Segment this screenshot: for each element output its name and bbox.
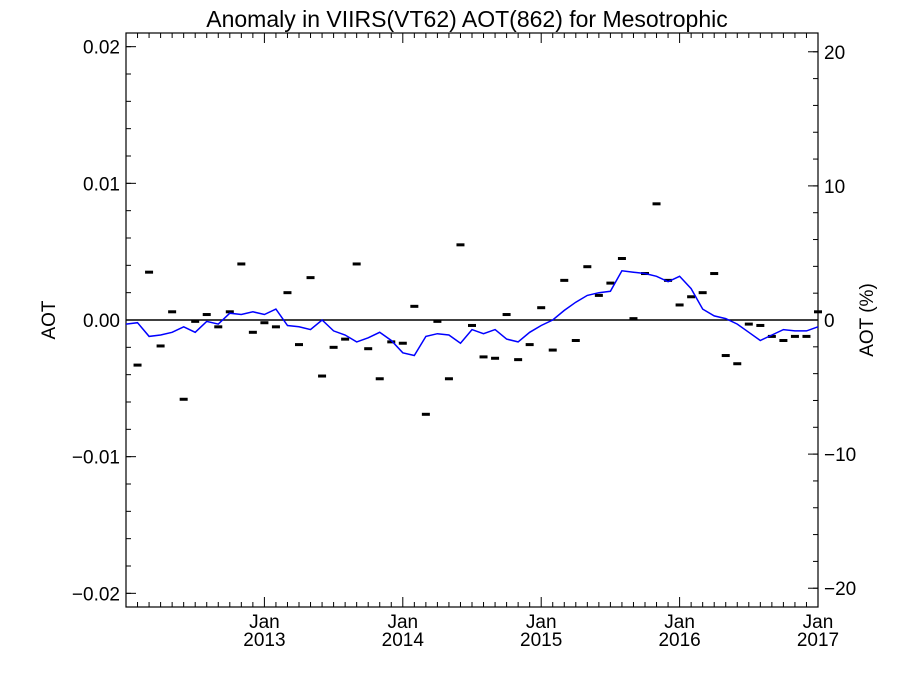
x-tick-label-year: 2017 — [797, 630, 839, 651]
monthly-anomaly-marker — [675, 303, 684, 307]
x-tick-label-month: Jan — [664, 612, 695, 633]
monthly-anomaly-marker — [444, 377, 453, 381]
monthly-anomaly-marker — [479, 355, 488, 359]
monthly-anomaly-marker — [814, 310, 822, 314]
monthly-anomaly-marker — [237, 262, 246, 266]
smoothed-anomaly-line — [125, 269, 819, 357]
monthly-anomaly-marker — [779, 339, 788, 342]
x-tick-label-month: Jan — [526, 612, 557, 633]
monthly-anomaly-marker — [133, 363, 142, 367]
monthly-anomaly-marker — [168, 310, 177, 314]
monthly-anomaly-marker — [271, 325, 280, 329]
monthly-anomaly-marker — [606, 281, 615, 285]
monthly-anomaly-marker — [179, 397, 188, 401]
y-axis-left-label: AOT — [39, 300, 60, 339]
y-left-tick-label: 0.01 — [83, 174, 120, 195]
monthly-anomaly-marker — [733, 362, 742, 366]
monthly-anomaly-marker — [560, 278, 569, 282]
x-tick-label-year: 2016 — [658, 630, 700, 651]
monthly-anomaly-marker — [214, 325, 223, 329]
monthly-anomaly-marker — [583, 265, 592, 269]
monthly-anomaly-marker — [329, 345, 338, 349]
axes: 0.020.010.00−0.01−0.0220100−10−20Jan2013… — [72, 32, 856, 651]
monthly-anomaly-marker — [410, 304, 419, 308]
monthly-anomaly-marker — [537, 306, 546, 310]
monthly-anomaly-marker — [375, 377, 384, 381]
monthly-anomaly-marker — [341, 337, 350, 341]
monthly-anomaly-marker — [698, 291, 707, 295]
monthly-anomaly-marker — [767, 334, 776, 338]
monthly-anomaly-marker — [421, 412, 430, 416]
monthly-anomaly-marker — [283, 291, 292, 295]
monthly-anomaly-marker — [156, 344, 165, 348]
y-left-tick-label: −0.02 — [72, 584, 120, 605]
monthly-anomaly-marker — [721, 354, 730, 358]
monthly-anomaly-marker — [456, 243, 465, 247]
y-right-tick-label: 20 — [824, 43, 845, 64]
monthly-anomaly-marker — [491, 356, 500, 360]
monthly-anomaly-marker — [802, 334, 811, 338]
x-tick-label-month: Jan — [803, 612, 834, 633]
monthly-anomaly-marker — [260, 321, 269, 325]
monthly-anomaly-marker — [514, 358, 523, 362]
monthly-anomaly-marker — [744, 322, 753, 326]
monthly-anomaly-marker — [594, 293, 603, 297]
y-right-tick-label: 10 — [824, 177, 845, 198]
y-axis-right-label: AOT (%) — [857, 283, 878, 357]
monthly-anomaly-marker — [525, 343, 534, 347]
monthly-anomaly-marker — [225, 310, 234, 314]
monthly-anomaly-marker — [502, 313, 511, 317]
monthly-anomaly-marker — [364, 347, 373, 351]
monthly-anomaly-marker — [398, 341, 407, 345]
x-tick-label-year: 2015 — [520, 630, 562, 651]
monthly-anomaly-marker — [756, 323, 765, 327]
y-right-tick-label: −10 — [824, 445, 856, 466]
y-right-tick-label: 0 — [824, 311, 835, 332]
monthly-anomaly-marker — [248, 330, 257, 334]
x-tick-label-year: 2014 — [382, 630, 425, 651]
monthly-anomaly-marker — [664, 278, 673, 282]
monthly-anomaly-marker — [617, 257, 626, 260]
y-left-tick-label: 0.00 — [83, 311, 120, 332]
monthly-anomaly-marker — [687, 295, 696, 299]
monthly-anomaly-marker — [571, 339, 580, 342]
x-tick-label-year: 2013 — [243, 630, 285, 651]
monthly-anomaly-marker — [145, 270, 154, 274]
monthly-anomaly-marker — [548, 348, 557, 352]
monthly-anomaly-marker — [295, 343, 303, 347]
monthly-anomaly-marker — [629, 317, 638, 321]
x-tick-label-month: Jan — [387, 612, 418, 633]
monthly-anomaly-marker — [433, 319, 442, 323]
monthly-anomaly-marker — [710, 272, 719, 276]
y-left-tick-label: −0.01 — [72, 448, 120, 469]
monthly-anomaly-marker — [652, 202, 661, 206]
monthly-anomaly-marker — [318, 374, 327, 378]
monthly-anomaly-marker — [306, 276, 315, 280]
chart-title: Anomaly in VIIRS(VT62) AOT(862) for Meso… — [206, 6, 728, 32]
x-tick-label-month: Jan — [249, 612, 280, 633]
y-right-tick-label: −20 — [824, 579, 856, 600]
monthly-anomaly-marker — [352, 262, 361, 266]
plot-marks — [125, 202, 822, 416]
monthly-anomaly-marker — [468, 323, 476, 327]
monthly-anomaly-marker — [387, 340, 396, 344]
monthly-anomaly-marker — [790, 334, 799, 338]
monthly-anomaly-marker — [191, 319, 200, 323]
monthly-anomaly-marker — [202, 313, 211, 317]
y-left-tick-label: 0.02 — [83, 38, 120, 59]
